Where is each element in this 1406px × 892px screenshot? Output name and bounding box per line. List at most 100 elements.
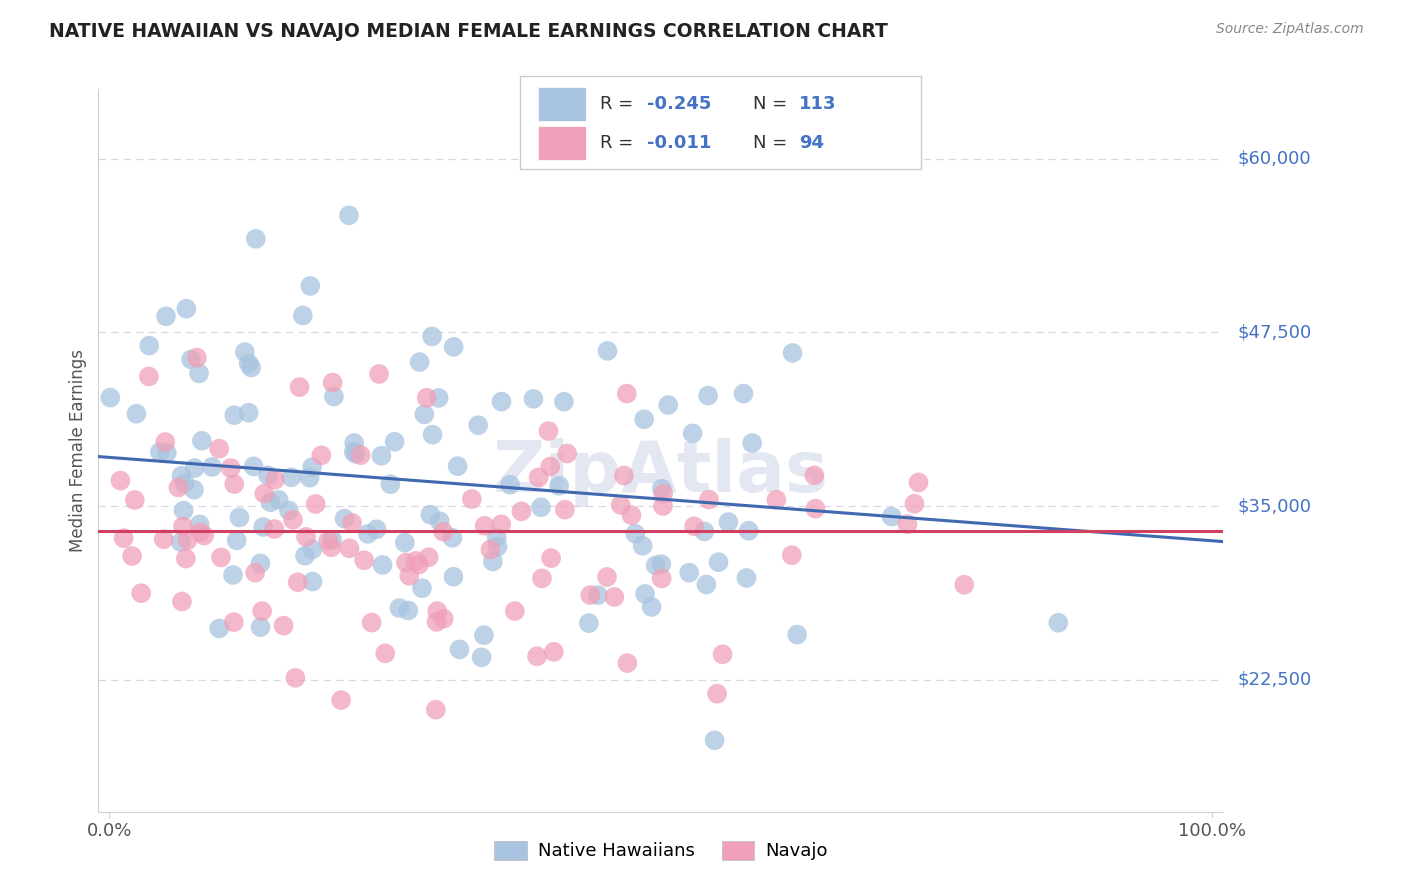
Point <box>174 551 197 566</box>
Point <box>443 570 465 584</box>
Point <box>485 531 508 545</box>
Point <box>176 301 198 316</box>
Point <box>394 535 416 549</box>
Point <box>371 558 394 572</box>
Point <box>173 476 195 491</box>
Point <box>650 557 672 571</box>
Point <box>201 459 224 474</box>
Point <box>396 603 419 617</box>
Point <box>471 650 494 665</box>
Point <box>243 566 266 580</box>
Point <box>537 424 560 438</box>
Point <box>250 604 273 618</box>
Point <box>678 566 700 580</box>
Point <box>697 388 720 402</box>
Point <box>152 532 174 546</box>
Point <box>697 492 720 507</box>
Point <box>733 386 755 401</box>
Point <box>318 533 340 548</box>
Point <box>413 408 436 422</box>
Point <box>405 554 427 568</box>
Point <box>522 392 544 406</box>
Point <box>616 386 638 401</box>
Point <box>112 531 135 545</box>
Point <box>129 586 152 600</box>
Point <box>321 541 343 555</box>
Point <box>717 515 740 529</box>
Point <box>640 599 662 614</box>
Point <box>510 504 533 518</box>
Point <box>188 517 211 532</box>
Point <box>176 533 198 548</box>
Point <box>418 550 440 565</box>
Point <box>110 474 132 488</box>
Point <box>586 588 609 602</box>
Point <box>441 531 464 545</box>
Point <box>620 508 643 523</box>
Point <box>242 459 264 474</box>
Point <box>357 527 380 541</box>
Point <box>267 492 290 507</box>
Point <box>631 539 654 553</box>
Point <box>138 369 160 384</box>
Point <box>281 513 304 527</box>
Point <box>706 687 728 701</box>
Point <box>422 427 444 442</box>
Point <box>737 524 759 538</box>
Point <box>527 470 550 484</box>
Point <box>188 525 211 540</box>
Point <box>183 483 205 497</box>
Point <box>695 577 717 591</box>
Point <box>238 406 260 420</box>
Point <box>173 503 195 517</box>
Point <box>711 648 734 662</box>
Point <box>425 615 447 629</box>
Point <box>735 571 758 585</box>
Point <box>186 351 208 365</box>
Text: ZipAtlas: ZipAtlas <box>494 438 828 507</box>
Text: $22,500: $22,500 <box>1237 671 1312 689</box>
Point <box>124 493 146 508</box>
Text: $47,500: $47,500 <box>1237 324 1312 342</box>
Point <box>408 558 430 572</box>
Point <box>245 232 267 246</box>
Point <box>294 549 316 563</box>
Point <box>249 620 271 634</box>
Point <box>219 461 242 475</box>
Point <box>305 497 328 511</box>
Point <box>433 612 456 626</box>
Point <box>657 398 679 412</box>
Text: -0.245: -0.245 <box>647 95 711 113</box>
Point <box>903 497 925 511</box>
Point <box>449 642 471 657</box>
Point <box>427 391 450 405</box>
Point <box>222 568 245 582</box>
Point <box>880 509 903 524</box>
Point <box>554 502 576 516</box>
Point <box>644 558 666 573</box>
Point <box>344 447 367 461</box>
Point <box>273 618 295 632</box>
Point <box>149 445 172 459</box>
Text: N =: N = <box>752 95 793 113</box>
Point <box>209 550 232 565</box>
Point <box>432 524 454 539</box>
Point <box>170 535 193 549</box>
Point <box>343 436 366 450</box>
Point <box>264 473 287 487</box>
Point <box>208 622 231 636</box>
Text: R =: R = <box>600 134 640 152</box>
Point <box>703 733 725 747</box>
Point <box>257 468 280 483</box>
Point <box>652 499 675 513</box>
Point <box>578 616 600 631</box>
Point <box>425 703 447 717</box>
Point <box>360 615 382 630</box>
Point <box>298 470 321 484</box>
Point <box>503 604 526 618</box>
Point <box>491 394 513 409</box>
Point <box>224 477 246 491</box>
Point <box>121 549 143 563</box>
Y-axis label: Median Female Earnings: Median Female Earnings <box>69 349 87 552</box>
Point <box>155 435 177 450</box>
